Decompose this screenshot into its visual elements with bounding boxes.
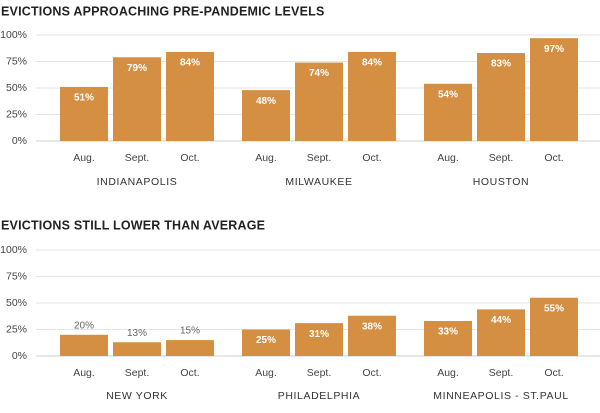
series-label: MINNEAPOLIS - ST.PAUL xyxy=(433,390,569,402)
y-tick-label: 25% xyxy=(6,108,27,120)
data-label: 83% xyxy=(491,59,511,70)
series-label: INDIANAPOLIS xyxy=(97,176,178,188)
x-tick-label: Aug. xyxy=(73,367,95,379)
chart-title: EVICTIONS STILL LOWER THAN AVERAGE xyxy=(1,218,265,232)
bar xyxy=(166,51,214,141)
y-tick-label: 100% xyxy=(0,29,27,41)
bar xyxy=(295,323,343,356)
x-tick-label: Aug. xyxy=(437,367,459,379)
y-tick-label: 75% xyxy=(6,270,27,282)
x-tick-label: Aug. xyxy=(255,152,277,164)
data-label: 31% xyxy=(309,329,329,340)
data-label: 33% xyxy=(438,327,458,338)
x-tick-label: Sept. xyxy=(307,367,332,379)
series-label: MILWAUKEE xyxy=(285,176,352,188)
data-label: 51% xyxy=(74,93,94,104)
data-label: 79% xyxy=(127,63,147,74)
bar xyxy=(60,334,108,356)
y-tick-label: 100% xyxy=(0,244,27,256)
x-tick-label: Sept. xyxy=(489,152,514,164)
chart-panel-2: EVICTIONS STILL LOWER THAN AVERAGE 0% 25% 5… xyxy=(0,218,600,402)
series-label: PHILADELPHIA xyxy=(278,390,360,402)
chart-title: EVICTIONS APPROACHING PRE-PANDEMIC LEVEL… xyxy=(1,4,325,18)
bar xyxy=(530,297,578,356)
data-label: 74% xyxy=(309,68,329,79)
x-tick-label: Oct. xyxy=(180,367,199,379)
x-tick-label: Aug. xyxy=(437,152,459,164)
y-tick-label: 50% xyxy=(6,82,27,94)
data-label: 13% xyxy=(127,328,147,339)
x-tick-label: Sept. xyxy=(489,367,514,379)
bar xyxy=(166,340,214,356)
data-label: 84% xyxy=(180,58,200,69)
data-label: 55% xyxy=(544,303,564,314)
y-tick-label: 0% xyxy=(12,350,27,362)
bar xyxy=(477,309,525,356)
bar xyxy=(60,86,108,141)
x-tick-label: Aug. xyxy=(73,152,95,164)
y-tick-label: 25% xyxy=(6,323,27,335)
bar xyxy=(113,342,161,356)
bar xyxy=(113,57,161,142)
bar xyxy=(242,329,290,356)
data-label: 25% xyxy=(256,335,276,346)
x-tick-label: Aug. xyxy=(255,367,277,379)
x-tick-label: Sept. xyxy=(125,152,150,164)
bar xyxy=(242,90,290,141)
data-label: 97% xyxy=(544,44,564,55)
bar xyxy=(295,62,343,142)
bar xyxy=(424,83,472,141)
data-label: 38% xyxy=(362,321,382,332)
series-label: NEW YORK xyxy=(106,390,168,402)
bar xyxy=(530,38,578,141)
bar xyxy=(424,321,472,356)
x-tick-label: Oct. xyxy=(362,152,381,164)
data-label: 54% xyxy=(438,89,458,100)
chart-panel-1: EVICTIONS APPROACHING PRE-PANDEMIC LEVEL… xyxy=(0,4,600,188)
data-label: 48% xyxy=(256,96,276,107)
bar xyxy=(348,315,396,356)
bar xyxy=(477,53,525,141)
y-tick-label: 75% xyxy=(6,55,27,67)
data-label: 20% xyxy=(74,320,94,331)
x-tick-label: Oct. xyxy=(544,367,563,379)
x-tick-label: Oct. xyxy=(362,367,381,379)
data-label: 84% xyxy=(362,58,382,69)
data-label: 44% xyxy=(491,315,511,326)
series-label: HOUSTON xyxy=(473,176,530,188)
data-label: 15% xyxy=(180,326,200,337)
x-tick-label: Oct. xyxy=(180,152,199,164)
y-tick-label: 50% xyxy=(6,297,27,309)
x-tick-label: Sept. xyxy=(125,367,150,379)
x-tick-label: Oct. xyxy=(544,152,563,164)
x-tick-label: Sept. xyxy=(307,152,332,164)
bar xyxy=(348,51,396,141)
y-tick-label: 0% xyxy=(12,135,27,147)
